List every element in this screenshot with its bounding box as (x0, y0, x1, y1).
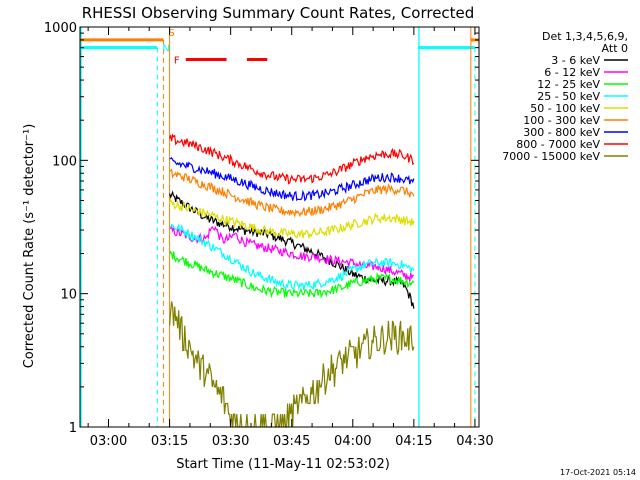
x-tick-label-0: 03:00 (90, 434, 127, 449)
timestamp: 17-Oct-2021 05:14 (560, 468, 636, 477)
y-tick-label-3: 1000 (44, 21, 77, 36)
x-axis-label: Start Time (11-May-11 02:53:02) (176, 457, 390, 472)
x-tick-label-4: 04:00 (334, 434, 371, 449)
legend-label-0: 3 - 6 keV (551, 54, 600, 67)
legend-label-7: 800 - 7000 keV (516, 138, 600, 151)
plot-frame (79, 26, 480, 428)
series-line-0 (169, 190, 415, 309)
y-tick-label-0: 1 (69, 421, 77, 436)
x-tick-label-6: 04:30 (456, 434, 493, 449)
legend-label-4: 50 - 100 keV (530, 102, 600, 115)
series-line-2 (169, 250, 415, 299)
y-axis-label: Corrected Count Rate (s⁻¹ detector⁻¹) (22, 124, 37, 369)
y-tick-label-2: 100 (52, 154, 77, 169)
series-layer (169, 133, 415, 428)
series-line-6 (169, 157, 415, 202)
f-state-label: F (174, 56, 180, 67)
legend-header-line-1: Det 1,3,4,5,6,9, (542, 30, 628, 43)
y-tick-label-1: 10 (60, 288, 77, 303)
observing-state-layer: NS F (80, 27, 480, 427)
series-line-5 (169, 168, 415, 219)
series-line-1 (169, 224, 415, 282)
legend-label-3: 25 - 50 keV (537, 90, 600, 103)
series-line-3 (169, 222, 415, 291)
x-tick-label-3: 03:45 (273, 434, 310, 449)
x-tick-label-1: 03:15 (151, 434, 188, 449)
legend-label-6: 300 - 800 keV (523, 126, 600, 139)
legend-label-5: 100 - 300 keV (523, 114, 600, 127)
series-line-8 (169, 301, 415, 428)
legend-header-line-2: Att 0 (602, 42, 628, 55)
axes-layer: 1 10 100 1000 03:00 03:15 03:30 03:45 04:00 04:15… (44, 21, 494, 449)
s-state-label: S (168, 28, 174, 39)
legend-label-1: 6 - 12 keV (544, 66, 600, 79)
x-tick-label-5: 04:15 (395, 434, 432, 449)
chart-title: RHESSI Observing Summary Count Rates, Co… (82, 4, 475, 22)
legend-label-2: 12 - 25 keV (537, 78, 600, 91)
legend-label-8: 7000 - 15000 keV (502, 150, 600, 163)
series-line-4 (169, 197, 415, 240)
series-line-7 (169, 133, 415, 185)
n-state-label: N (162, 44, 169, 55)
x-tick-label-2: 03:30 (212, 434, 249, 449)
